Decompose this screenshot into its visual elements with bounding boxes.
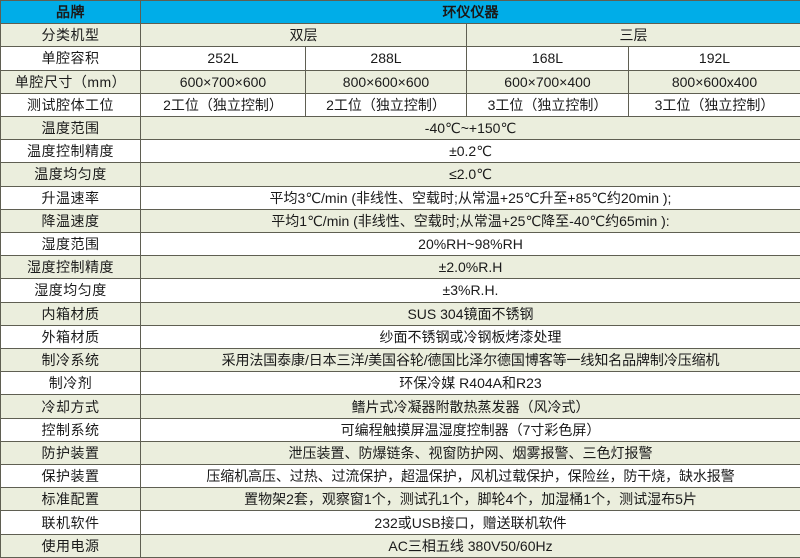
cell-group-triple: 三层 — [466, 23, 800, 48]
table-row: 标准配置 置物架2套，观察窗1个，测试孔1个，脚轮4个，加湿桶1个，测试湿布5片 — [0, 487, 800, 512]
cell-stations-3: 3工位（独立控制） — [466, 92, 629, 118]
row-label-outer-material: 外箱材质 — [0, 324, 141, 350]
cell-power-supply: AC三相五线 380V50/60Hz — [140, 533, 800, 558]
cell-volume-3: 168L — [466, 46, 629, 71]
cell-refrigeration-system: 采用法国泰康/日本三洋/美国谷轮/德国比泽尔德国博客等一线知名品牌制冷压缩机 — [140, 348, 800, 373]
cell-refrigerant: 环保冷媒 R404A和R23 — [140, 371, 800, 396]
cell-inner-material: SUS 304镜面不锈钢 — [140, 301, 800, 326]
cell-protection-device: 压缩机高压、过热、过流保护，超温保护，风机过载保护，保险丝，防干烧，缺水报警 — [140, 464, 800, 489]
brand-title: 环仪仪器 — [140, 0, 800, 25]
table-row: 湿度控制精度 ±2.0%R.H — [0, 255, 800, 280]
row-label-humidity-range: 湿度范围 — [0, 232, 141, 257]
table-row: 联机软件 232或USB接口，赠送联机软件 — [0, 510, 800, 535]
table-row: 降温速度 平均1℃/min (非线性、空载时;从常温+25℃降至-40℃约65m… — [0, 208, 800, 234]
row-label-volume: 单腔容积 — [0, 46, 141, 71]
table-row: 分类机型 双层 三层 — [0, 23, 800, 48]
row-label-inner-material: 内箱材质 — [0, 301, 141, 326]
table-row: 制冷剂 环保冷媒 R404A和R23 — [0, 371, 800, 396]
table-row: 外箱材质 纱面不锈钢或冷钢板烤漆处理 — [0, 324, 800, 350]
table-row: 保护装置 压缩机高压、过热、过流保护，超温保护，风机过载保护，保险丝，防干烧，缺… — [0, 464, 800, 489]
table-row: 防护装置 泄压装置、防爆链条、视窗防护网、烟雾报警、三色灯报警 — [0, 440, 800, 466]
table-row: 控制系统 可编程触摸屏温湿度控制器（7寸彩色屏） — [0, 417, 800, 442]
cell-volume-2: 288L — [305, 46, 467, 71]
row-label-safety-device: 防护装置 — [0, 440, 141, 466]
row-label-humidity-uniformity: 湿度均匀度 — [0, 278, 141, 303]
row-label-refrigerant: 制冷剂 — [0, 371, 141, 396]
cell-safety-device: 泄压装置、防爆链条、视窗防护网、烟雾报警、三色灯报警 — [140, 440, 800, 466]
cell-group-double: 双层 — [140, 23, 467, 48]
row-label-temp-range: 温度范围 — [0, 116, 141, 141]
row-label-brand: 品牌 — [0, 0, 141, 25]
cell-heating-rate: 平均3℃/min (非线性、空载时;从常温+25℃升至+85℃约20min ); — [140, 185, 800, 210]
cell-volume-4: 192L — [628, 46, 800, 71]
cell-temp-range: -40℃~+150℃ — [140, 116, 800, 141]
cell-cooling-method: 鳍片式冷凝器附散热蒸发器（风冷式） — [140, 394, 800, 419]
cell-control-system: 可编程触摸屏温湿度控制器（7寸彩色屏） — [140, 417, 800, 442]
table-row: 温度范围 -40℃~+150℃ — [0, 116, 800, 141]
cell-dimension-3: 600×700×400 — [466, 69, 629, 94]
table-row-brand: 品牌 环仪仪器 — [0, 0, 800, 25]
cell-dimension-1: 600×700×600 — [140, 69, 306, 94]
cell-temp-accuracy: ±0.2℃ — [140, 139, 800, 164]
table-row: 使用电源 AC三相五线 380V50/60Hz — [0, 533, 800, 558]
cell-humidity-range: 20%RH~98%RH — [140, 232, 800, 257]
table-row: 温度控制精度 ±0.2℃ — [0, 139, 800, 164]
row-label-software: 联机软件 — [0, 510, 141, 535]
row-label-cooling-rate: 降温速度 — [0, 208, 141, 234]
cell-dimension-2: 800×600×600 — [305, 69, 467, 94]
cell-volume-1: 252L — [140, 46, 306, 71]
row-label-temp-uniformity: 温度均匀度 — [0, 162, 141, 187]
table-row: 制冷系统 采用法国泰康/日本三洋/美国谷轮/德国比泽尔德国博客等一线知名品牌制冷… — [0, 348, 800, 373]
cell-temp-uniformity: ≤2.0℃ — [140, 162, 800, 187]
cell-stations-2: 2工位（独立控制） — [305, 92, 467, 118]
row-label-stations: 测试腔体工位 — [0, 92, 141, 118]
table-row: 湿度均匀度 ±3%R.H. — [0, 278, 800, 303]
row-label-category: 分类机型 — [0, 23, 141, 48]
table-row: 单腔容积 252L 288L 168L 192L — [0, 46, 800, 71]
cell-dimension-4: 800×600x400 — [628, 69, 800, 94]
row-label-standard-config: 标准配置 — [0, 487, 141, 512]
table-row: 冷却方式 鳍片式冷凝器附散热蒸发器（风冷式） — [0, 394, 800, 419]
row-label-protection-device: 保护装置 — [0, 464, 141, 489]
cell-software: 232或USB接口，赠送联机软件 — [140, 510, 800, 535]
row-label-temp-accuracy: 温度控制精度 — [0, 139, 141, 164]
cell-cooling-rate: 平均1℃/min (非线性、空载时;从常温+25℃降至-40℃约65min ): — [140, 208, 800, 234]
row-label-dimension: 单腔尺寸（mm） — [0, 69, 141, 94]
row-label-humidity-accuracy: 湿度控制精度 — [0, 255, 141, 280]
row-label-power-supply: 使用电源 — [0, 533, 141, 558]
cell-outer-material: 纱面不锈钢或冷钢板烤漆处理 — [140, 324, 800, 350]
cell-humidity-accuracy: ±2.0%R.H — [140, 255, 800, 280]
table-row: 湿度范围 20%RH~98%RH — [0, 232, 800, 257]
table-row: 内箱材质 SUS 304镜面不锈钢 — [0, 301, 800, 326]
cell-humidity-uniformity: ±3%R.H. — [140, 278, 800, 303]
cell-stations-4: 3工位（独立控制） — [628, 92, 800, 118]
row-label-cooling-method: 冷却方式 — [0, 394, 141, 419]
table-row: 温度均匀度 ≤2.0℃ — [0, 162, 800, 187]
cell-standard-config: 置物架2套，观察窗1个，测试孔1个，脚轮4个，加湿桶1个，测试湿布5片 — [140, 487, 800, 512]
row-label-heating-rate: 升温速率 — [0, 185, 141, 210]
row-label-control-system: 控制系统 — [0, 417, 141, 442]
row-label-refrigeration-system: 制冷系统 — [0, 348, 141, 373]
table-row: 测试腔体工位 2工位（独立控制） 2工位（独立控制） 3工位（独立控制） 3工位… — [0, 92, 800, 118]
cell-stations-1: 2工位（独立控制） — [140, 92, 306, 118]
table-row: 单腔尺寸（mm） 600×700×600 800×600×600 600×700… — [0, 69, 800, 94]
table-row: 升温速率 平均3℃/min (非线性、空载时;从常温+25℃升至+85℃约20m… — [0, 185, 800, 210]
